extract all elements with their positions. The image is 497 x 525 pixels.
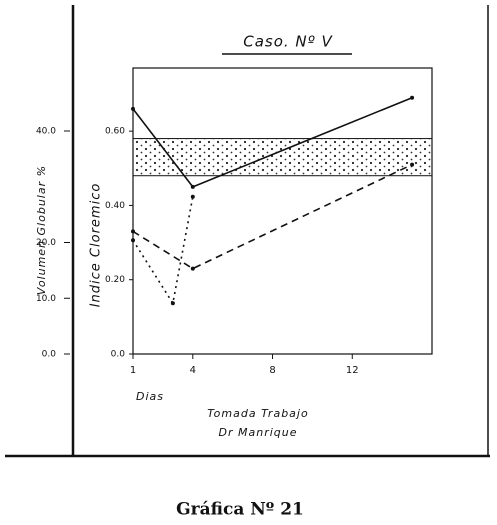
data-point (131, 238, 135, 243)
y2-tick-label: 0.0 (42, 350, 57, 360)
credit-line: Dr Manrique (219, 426, 298, 439)
data-point (190, 266, 195, 271)
x-axis-label: Dias (136, 390, 164, 403)
x-tick-label: 8 (269, 365, 275, 376)
data-point (410, 162, 415, 167)
data-point (410, 95, 415, 100)
y-tick-label: 0.0 (111, 350, 126, 360)
y-tick-label: 0.20 (105, 275, 125, 285)
data-line (132, 196, 194, 306)
data-point (170, 301, 175, 306)
credit-line: Tomada Trabajo (207, 407, 308, 420)
x-tick-label: 4 (190, 365, 196, 376)
x-tick-label: 12 (346, 365, 359, 376)
data-point (131, 229, 135, 234)
y2-tick-label: 10.0 (36, 294, 56, 304)
y2-tick-label: 40.0 (36, 127, 56, 137)
x-tick-label: 1 (130, 365, 136, 376)
y-tick-label: 0.60 (105, 127, 125, 137)
data-point (131, 106, 135, 111)
y-tick-label: 0.40 (105, 201, 125, 211)
y2-tick-label: 20.0 (36, 238, 56, 248)
y2-axis-label: Volumen Globular % (35, 165, 48, 295)
caption: Gráfica Nº 21 (176, 500, 304, 520)
data-point (190, 194, 195, 199)
data-line (132, 163, 413, 270)
plot-frame (132, 67, 433, 355)
y-axis-label: Indice Cloremico (89, 183, 104, 308)
normal-band (132, 138, 433, 177)
chart-title: Caso. Nº V (243, 33, 333, 51)
data-point (190, 184, 195, 189)
